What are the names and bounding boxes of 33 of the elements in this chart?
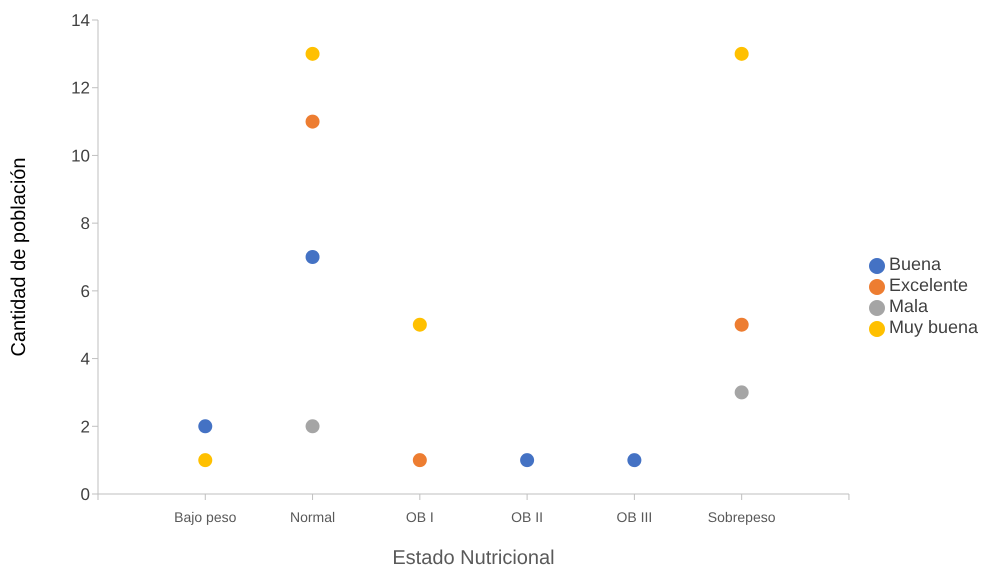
x-tick-label: Normal [290, 508, 336, 525]
point [306, 419, 320, 434]
point [198, 419, 212, 434]
point [306, 250, 320, 264]
legend-label: Buena [888, 254, 941, 274]
x-tick-label: Bajo peso [174, 508, 237, 525]
point [734, 46, 749, 61]
point [306, 46, 320, 61]
y-tick-label: 10 [71, 146, 90, 166]
y-tick-label: 12 [71, 78, 90, 98]
point [306, 114, 320, 129]
y-tick-label: 2 [80, 417, 90, 436]
legend-label: Muy buena [888, 317, 978, 337]
point [734, 385, 749, 400]
point [734, 318, 749, 332]
x-axis-title: Estado Nutricional [392, 547, 555, 569]
point [198, 453, 212, 468]
point [412, 453, 427, 468]
legend-label: Excelente [888, 275, 968, 295]
y-axis-title: Cantidad de población [8, 157, 30, 357]
legend-label: Mala [888, 296, 928, 316]
y-tick-label: 4 [80, 350, 90, 369]
x-tick-label: OB II [511, 508, 544, 525]
y-tick-label: 0 [80, 485, 90, 504]
x-tick-label: OB I [406, 508, 434, 525]
point [412, 318, 427, 332]
x-tick-label: Sobrepeso [708, 508, 776, 525]
y-tick-label: 6 [80, 282, 90, 301]
x-tick-label: OB III [616, 508, 652, 525]
point [520, 453, 534, 468]
point [627, 453, 642, 468]
y-tick-label: 14 [71, 11, 90, 30]
y-tick-label: 8 [80, 214, 90, 234]
